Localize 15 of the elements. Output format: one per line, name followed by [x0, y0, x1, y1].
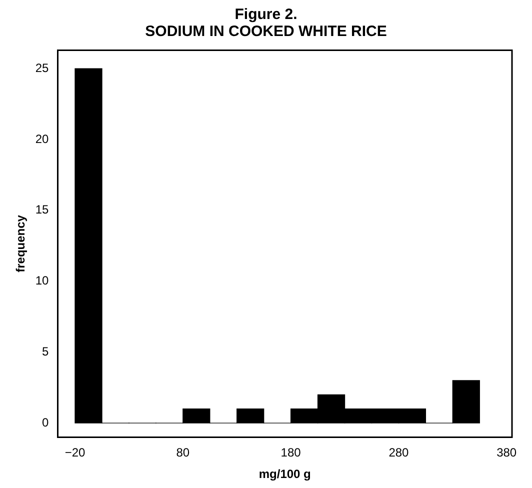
chart-subtitle: SODIUM IN COOKED WHITE RICE: [144, 23, 388, 40]
y-tick-label: 10: [35, 274, 50, 288]
x-tick-label: 380: [496, 446, 517, 460]
x-tick-label: −20: [64, 446, 86, 460]
x-tick-label: 80: [176, 446, 190, 460]
y-tick-label: 20: [35, 132, 50, 146]
y-tick-label: 5: [42, 344, 50, 358]
x-axis-title: mg/100 g: [258, 467, 311, 482]
y-tick-label: 25: [35, 60, 50, 75]
chart-title: Figure 2.: [234, 6, 298, 23]
y-tick-label: 0: [42, 415, 50, 430]
y-axis-title: frequency: [14, 214, 28, 272]
x-tick-label: 280: [388, 446, 410, 460]
y-tick-label: 15: [35, 202, 50, 217]
x-tick-label: 180: [280, 446, 302, 460]
